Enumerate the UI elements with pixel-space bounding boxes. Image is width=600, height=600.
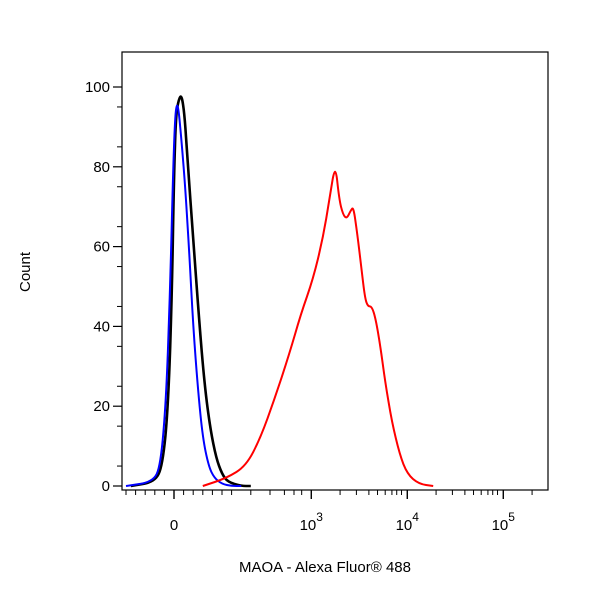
plot-frame <box>121 51 549 491</box>
y-tick-label: 40 <box>93 318 110 335</box>
x-axis-label: MAOA - Alexa Fluor® 488 <box>239 559 411 576</box>
histogram-series-line <box>202 170 434 487</box>
x-tick-label: 104 <box>396 510 420 534</box>
x-tick-label: 103 <box>300 510 324 534</box>
y-tick-label: 0 <box>102 478 110 495</box>
x-tick-label: 105 <box>492 510 516 534</box>
y-tick-label: 80 <box>93 159 110 176</box>
y-tick-label: 20 <box>93 398 110 415</box>
histogram-series-line <box>125 104 242 487</box>
y-tick-label: 100 <box>85 79 110 96</box>
histogram-series-line <box>130 95 251 488</box>
y-tick-label: 60 <box>93 239 110 256</box>
x-tick-label: 0 <box>170 517 178 534</box>
y-axis-label: Count <box>17 251 34 292</box>
